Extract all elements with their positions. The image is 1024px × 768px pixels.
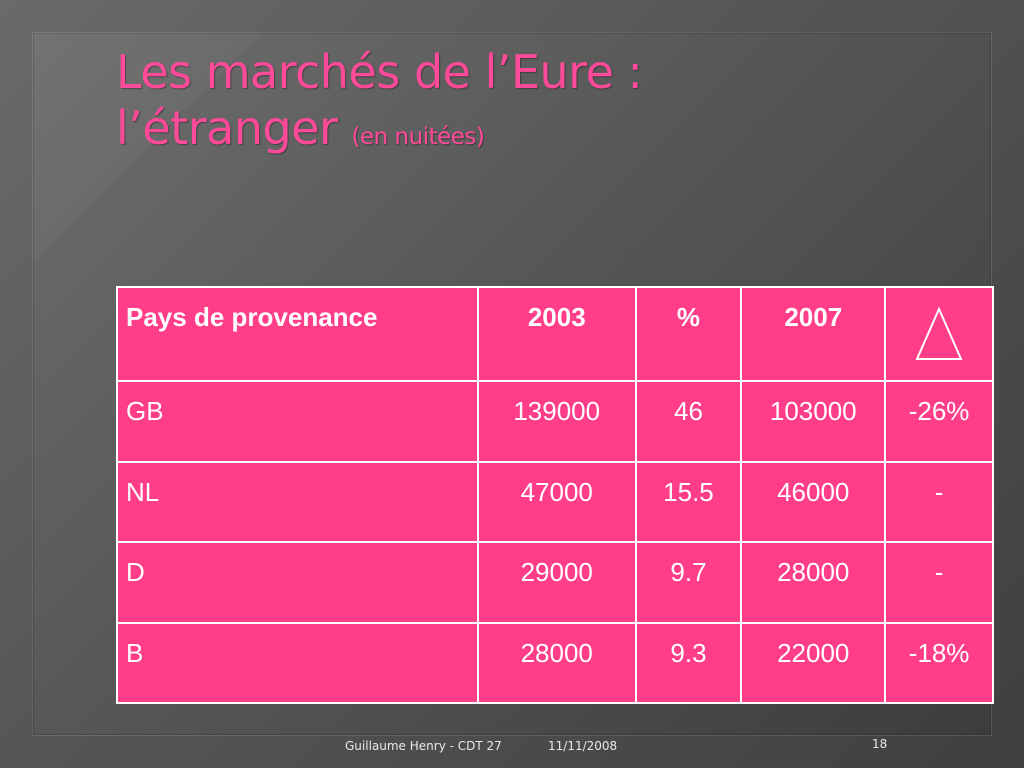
cell-country: GB [116, 380, 479, 463]
table-row: D 29000 9.7 28000 - [116, 541, 994, 624]
cell-change: -26% [884, 380, 994, 463]
header-2007: 2007 [740, 285, 887, 383]
cell-country: NL [116, 460, 479, 544]
cell-change: - [884, 460, 994, 544]
cell-2003: 47000 [476, 460, 637, 544]
cell-change: -18% [884, 621, 994, 705]
markets-table: Pays de provenance 2003 % 2007 GB 139000… [116, 285, 994, 705]
cell-2003: 28000 [476, 621, 637, 705]
table-header-row: Pays de provenance 2003 % 2007 [116, 285, 994, 383]
footer-author: Guillaume Henry - CDT 27 [345, 739, 502, 753]
cell-country: D [116, 541, 479, 624]
cell-2003: 139000 [476, 380, 637, 463]
table-row: GB 139000 46 103000 -26% [116, 380, 994, 463]
cell-country: B [116, 621, 479, 705]
footer-page-number: 18 [872, 737, 888, 751]
cell-2007: 46000 [740, 460, 887, 544]
slide-title: Les marchés de l’Eure : l’étranger (en n… [116, 44, 643, 165]
cell-percent: 15.5 [634, 460, 743, 544]
footer-date: 11/11/2008 [548, 739, 618, 753]
cell-2007: 103000 [740, 380, 887, 463]
cell-percent: 9.3 [634, 621, 743, 705]
header-country: Pays de provenance [116, 285, 479, 383]
cell-2007: 22000 [740, 621, 887, 705]
header-delta [884, 285, 994, 383]
table-row: NL 47000 15.5 46000 - [116, 460, 994, 544]
header-2003: 2003 [476, 285, 637, 383]
table-row: B 28000 9.3 22000 -18% [116, 621, 994, 705]
cell-2003: 29000 [476, 541, 637, 624]
title-line-1: Les marchés de l’Eure : [116, 45, 643, 99]
header-percent: % [634, 285, 743, 383]
cell-percent: 46 [634, 380, 743, 463]
triangle-outline-icon [915, 306, 963, 360]
title-subtitle: (en nuitées) [351, 124, 485, 150]
cell-2007: 28000 [740, 541, 887, 624]
cell-change: - [884, 541, 994, 624]
title-line-2: l’étranger [116, 101, 338, 155]
cell-percent: 9.7 [634, 541, 743, 624]
